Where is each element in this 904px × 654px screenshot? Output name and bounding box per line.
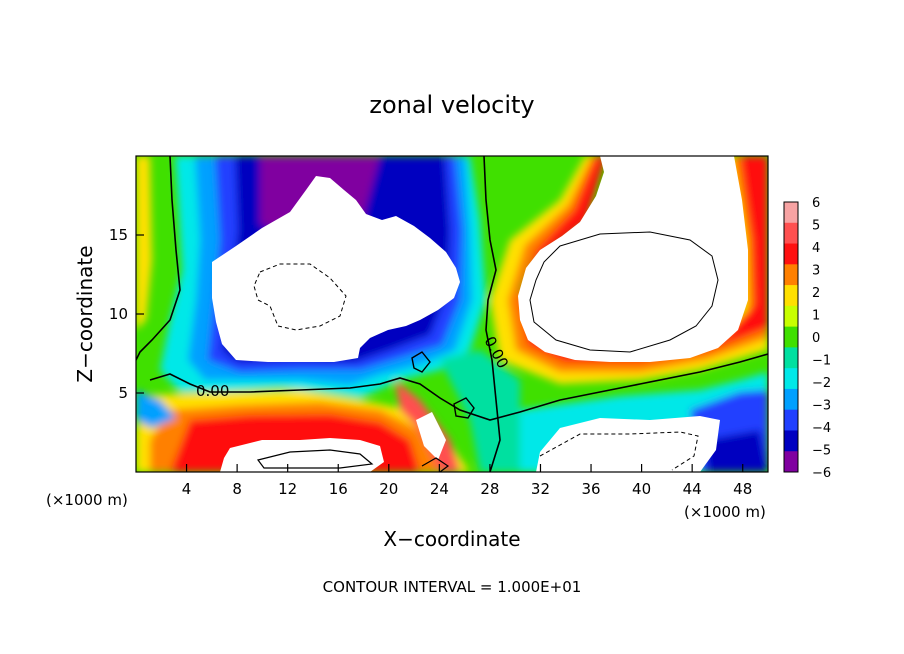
colorbar-label: −4 (812, 421, 831, 436)
x-tick-label: 32 (531, 480, 550, 498)
colorbar-label: 5 (812, 219, 820, 234)
colorbar-swatch (784, 388, 798, 411)
contour-interval-note: CONTOUR INTERVAL = 1.000E+01 (323, 578, 582, 596)
colorbar-swatch (784, 347, 798, 369)
small-contour-d (421, 457, 450, 472)
colorbar-swatch (784, 430, 798, 452)
colorbar-swatch (784, 451, 798, 473)
contour-label-lower: 0.00 (196, 382, 229, 400)
zero-contour-center (483, 156, 501, 472)
colorbar-label: −6 (812, 466, 831, 481)
x-tick-label: 36 (581, 480, 600, 498)
colorbar-label: 3 (812, 264, 820, 279)
colorbar-swatch (784, 285, 798, 307)
colorbar-label: 4 (812, 241, 820, 256)
x-unit-left: (×1000 m) (46, 491, 128, 509)
x-tick-label: 16 (329, 480, 348, 498)
plot-area (136, 156, 768, 472)
small-contour-c (256, 449, 374, 469)
colorbar-swatch (784, 243, 798, 265)
x-tick-label: 28 (480, 480, 499, 498)
colorbar-label: 1 (812, 309, 820, 324)
small-contour-b (453, 397, 475, 419)
colorbar-swatch (784, 202, 798, 224)
x-tick-label: 8 (232, 480, 242, 498)
dashed-contour-lower (539, 431, 699, 471)
colorbar-frame (783, 201, 799, 473)
y-axis: 5 10 15 (109, 226, 144, 402)
saturated-region-lower-mid (416, 412, 446, 460)
x-unit-right: (×1000 m) (684, 503, 766, 521)
x-axis: 4 8 12 16 20 24 28 32 36 40 44 48 (182, 464, 752, 498)
colorbar-swatch (784, 222, 798, 245)
x-tick-label: 4 (182, 480, 192, 498)
x-axis-label: X−coordinate (383, 527, 520, 551)
colorbar: 6 5 4 3 2 1 0 −1 −2 −3 −4 −5 −6 (783, 196, 831, 481)
x-tick-label: 48 (733, 480, 752, 498)
colorbar-label: 0 (812, 331, 820, 346)
dashed-contour-upper (253, 263, 347, 331)
saturated-region-upper-right (518, 156, 748, 362)
y-tick-label: 10 (109, 305, 128, 323)
colorbar-label: 2 (812, 286, 820, 301)
zero-contour-lower (149, 353, 768, 421)
colorbar-label: −1 (812, 354, 831, 369)
y-tick-label: 5 (118, 384, 128, 402)
colorbar-swatch (784, 305, 798, 328)
colorbar-swatch (784, 409, 798, 431)
x-tick-label: 12 (278, 480, 297, 498)
colorbar-label: −5 (812, 444, 831, 459)
chart-title: zonal velocity (369, 91, 534, 119)
y-axis-label: Z−coordinate (73, 245, 97, 382)
colorbar-swatch (784, 368, 798, 390)
colorbar-swatch (784, 326, 798, 348)
colorbar-swatch (784, 264, 798, 286)
x-tick-label: 24 (430, 480, 449, 498)
inner-contour-right (529, 231, 719, 353)
colorbar-label: 6 (812, 196, 820, 211)
small-contour-a (411, 351, 431, 373)
zero-contour-left (136, 156, 181, 361)
colorbar-label: −3 (812, 399, 831, 414)
saturated-region-lower-right (536, 416, 720, 472)
colorbar-label: −2 (812, 376, 831, 391)
x-tick-label: 20 (379, 480, 398, 498)
x-tick-label: 44 (683, 480, 702, 498)
x-tick-label: 40 (632, 480, 651, 498)
y-tick-label: 15 (109, 226, 128, 244)
